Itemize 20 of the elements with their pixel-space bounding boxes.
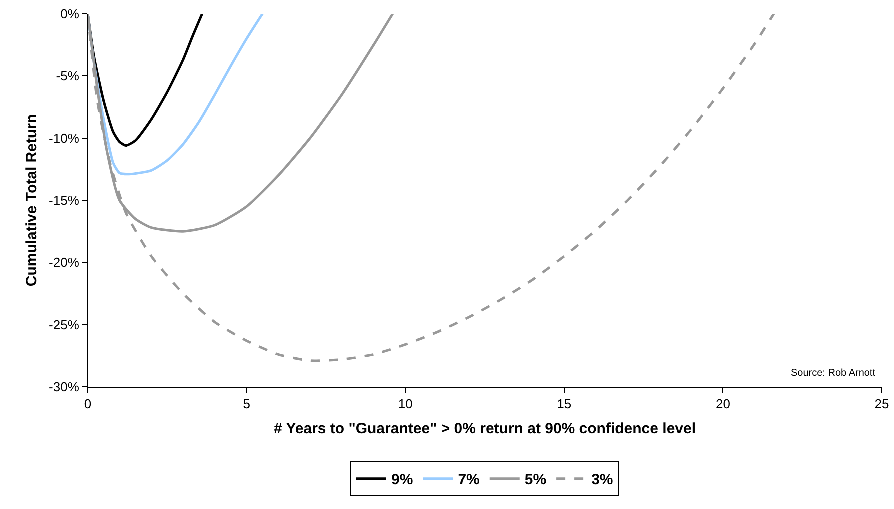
y-tick-label: 0%: [60, 6, 80, 22]
y-tick-label: -10%: [49, 130, 80, 146]
x-tick-label: 10: [398, 396, 413, 412]
legend-label: 7%: [458, 472, 480, 489]
x-axis-title: # Years to "Guarantee" > 0% return at 90% confidence level: [274, 420, 696, 438]
x-tick-label: 0: [84, 396, 92, 412]
legend-label: 5%: [524, 472, 547, 489]
x-tick-label: 5: [243, 396, 250, 412]
x-tick-label: 25: [874, 396, 890, 412]
y-axis-title: Cumulative Total Return: [23, 114, 40, 287]
y-tick-label: -15%: [49, 193, 80, 208]
y-tick-label: -25%: [49, 317, 80, 332]
y-tick-label: -30%: [49, 380, 80, 395]
legend-label: 9%: [392, 472, 414, 489]
y-tick-label: -5%: [56, 68, 80, 84]
x-tick-label: 20: [716, 396, 730, 412]
x-tick-label: 15: [557, 396, 572, 412]
annotation: Source: Rob Arnott: [791, 368, 876, 379]
legend-label: 3%: [592, 472, 614, 489]
y-tick-label: -20%: [49, 255, 80, 270]
